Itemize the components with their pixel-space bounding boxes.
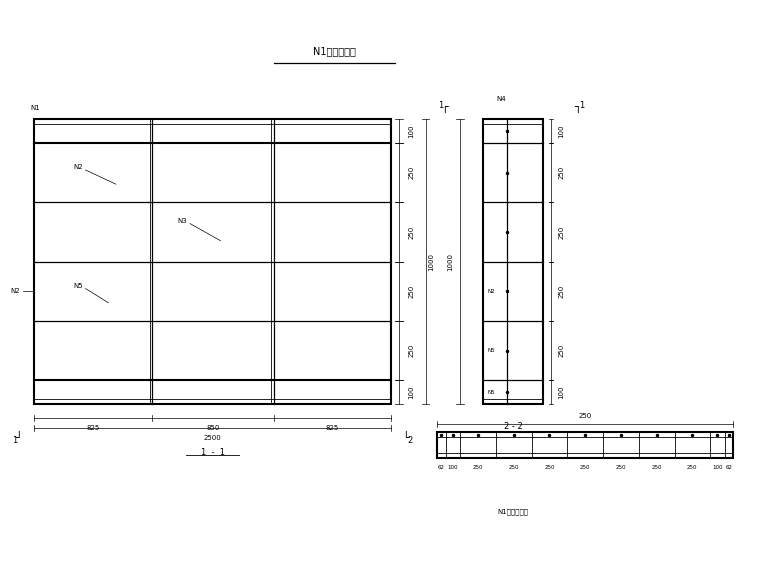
Text: 1000: 1000 (448, 253, 454, 271)
Text: 100: 100 (408, 125, 414, 138)
Text: 825: 825 (326, 425, 339, 431)
Text: N1模板布置图: N1模板布置图 (313, 46, 356, 56)
Text: N5: N5 (488, 390, 496, 395)
Text: N5: N5 (73, 283, 83, 288)
Text: 100: 100 (712, 465, 723, 470)
Text: 1000: 1000 (428, 253, 434, 271)
Text: 1: 1 (13, 436, 17, 446)
Text: 2500: 2500 (204, 435, 222, 441)
Text: 250: 250 (408, 284, 414, 298)
Text: ┌: ┌ (442, 103, 448, 113)
Text: 250: 250 (408, 225, 414, 239)
Bar (34, 119, 391, 404)
Text: 825: 825 (87, 425, 100, 431)
Text: 250: 250 (651, 465, 662, 470)
Text: └: └ (402, 433, 408, 443)
Text: 62: 62 (726, 465, 733, 470)
Text: N2: N2 (488, 289, 496, 294)
Text: 250: 250 (559, 225, 565, 239)
Text: 250: 250 (559, 284, 565, 298)
Text: 250: 250 (544, 465, 555, 470)
Text: 1: 1 (439, 101, 443, 110)
Text: N1模板配料表: N1模板配料表 (498, 509, 528, 516)
Bar (437, 432, 733, 458)
Text: 250: 250 (408, 344, 414, 357)
Text: N1: N1 (30, 105, 40, 111)
Text: ┘: ┘ (16, 433, 22, 443)
Text: 1: 1 (579, 101, 584, 110)
Text: 250: 250 (559, 344, 565, 357)
Text: 2 - 2: 2 - 2 (504, 422, 522, 431)
Text: 2: 2 (408, 436, 413, 446)
Text: 250: 250 (580, 465, 591, 470)
Text: 62: 62 (438, 465, 445, 470)
Text: 100: 100 (559, 125, 565, 138)
Text: 1  -  1: 1 - 1 (201, 448, 225, 457)
Text: N2: N2 (11, 288, 20, 294)
Text: N5: N5 (488, 348, 496, 353)
Text: 100: 100 (559, 385, 565, 399)
Text: 250: 250 (559, 166, 565, 179)
Text: 250: 250 (508, 465, 519, 470)
Text: 850: 850 (206, 425, 220, 431)
Text: 250: 250 (578, 413, 592, 419)
Text: 250: 250 (408, 166, 414, 179)
Text: N2: N2 (73, 164, 83, 170)
Text: 100: 100 (408, 385, 414, 399)
Text: 100: 100 (448, 465, 458, 470)
Bar (483, 119, 543, 404)
Text: ┐: ┐ (575, 103, 581, 113)
Text: N3: N3 (178, 218, 187, 224)
Text: N4: N4 (496, 96, 505, 102)
Text: 250: 250 (473, 465, 483, 470)
Text: 250: 250 (616, 465, 626, 470)
Text: 250: 250 (687, 465, 698, 470)
